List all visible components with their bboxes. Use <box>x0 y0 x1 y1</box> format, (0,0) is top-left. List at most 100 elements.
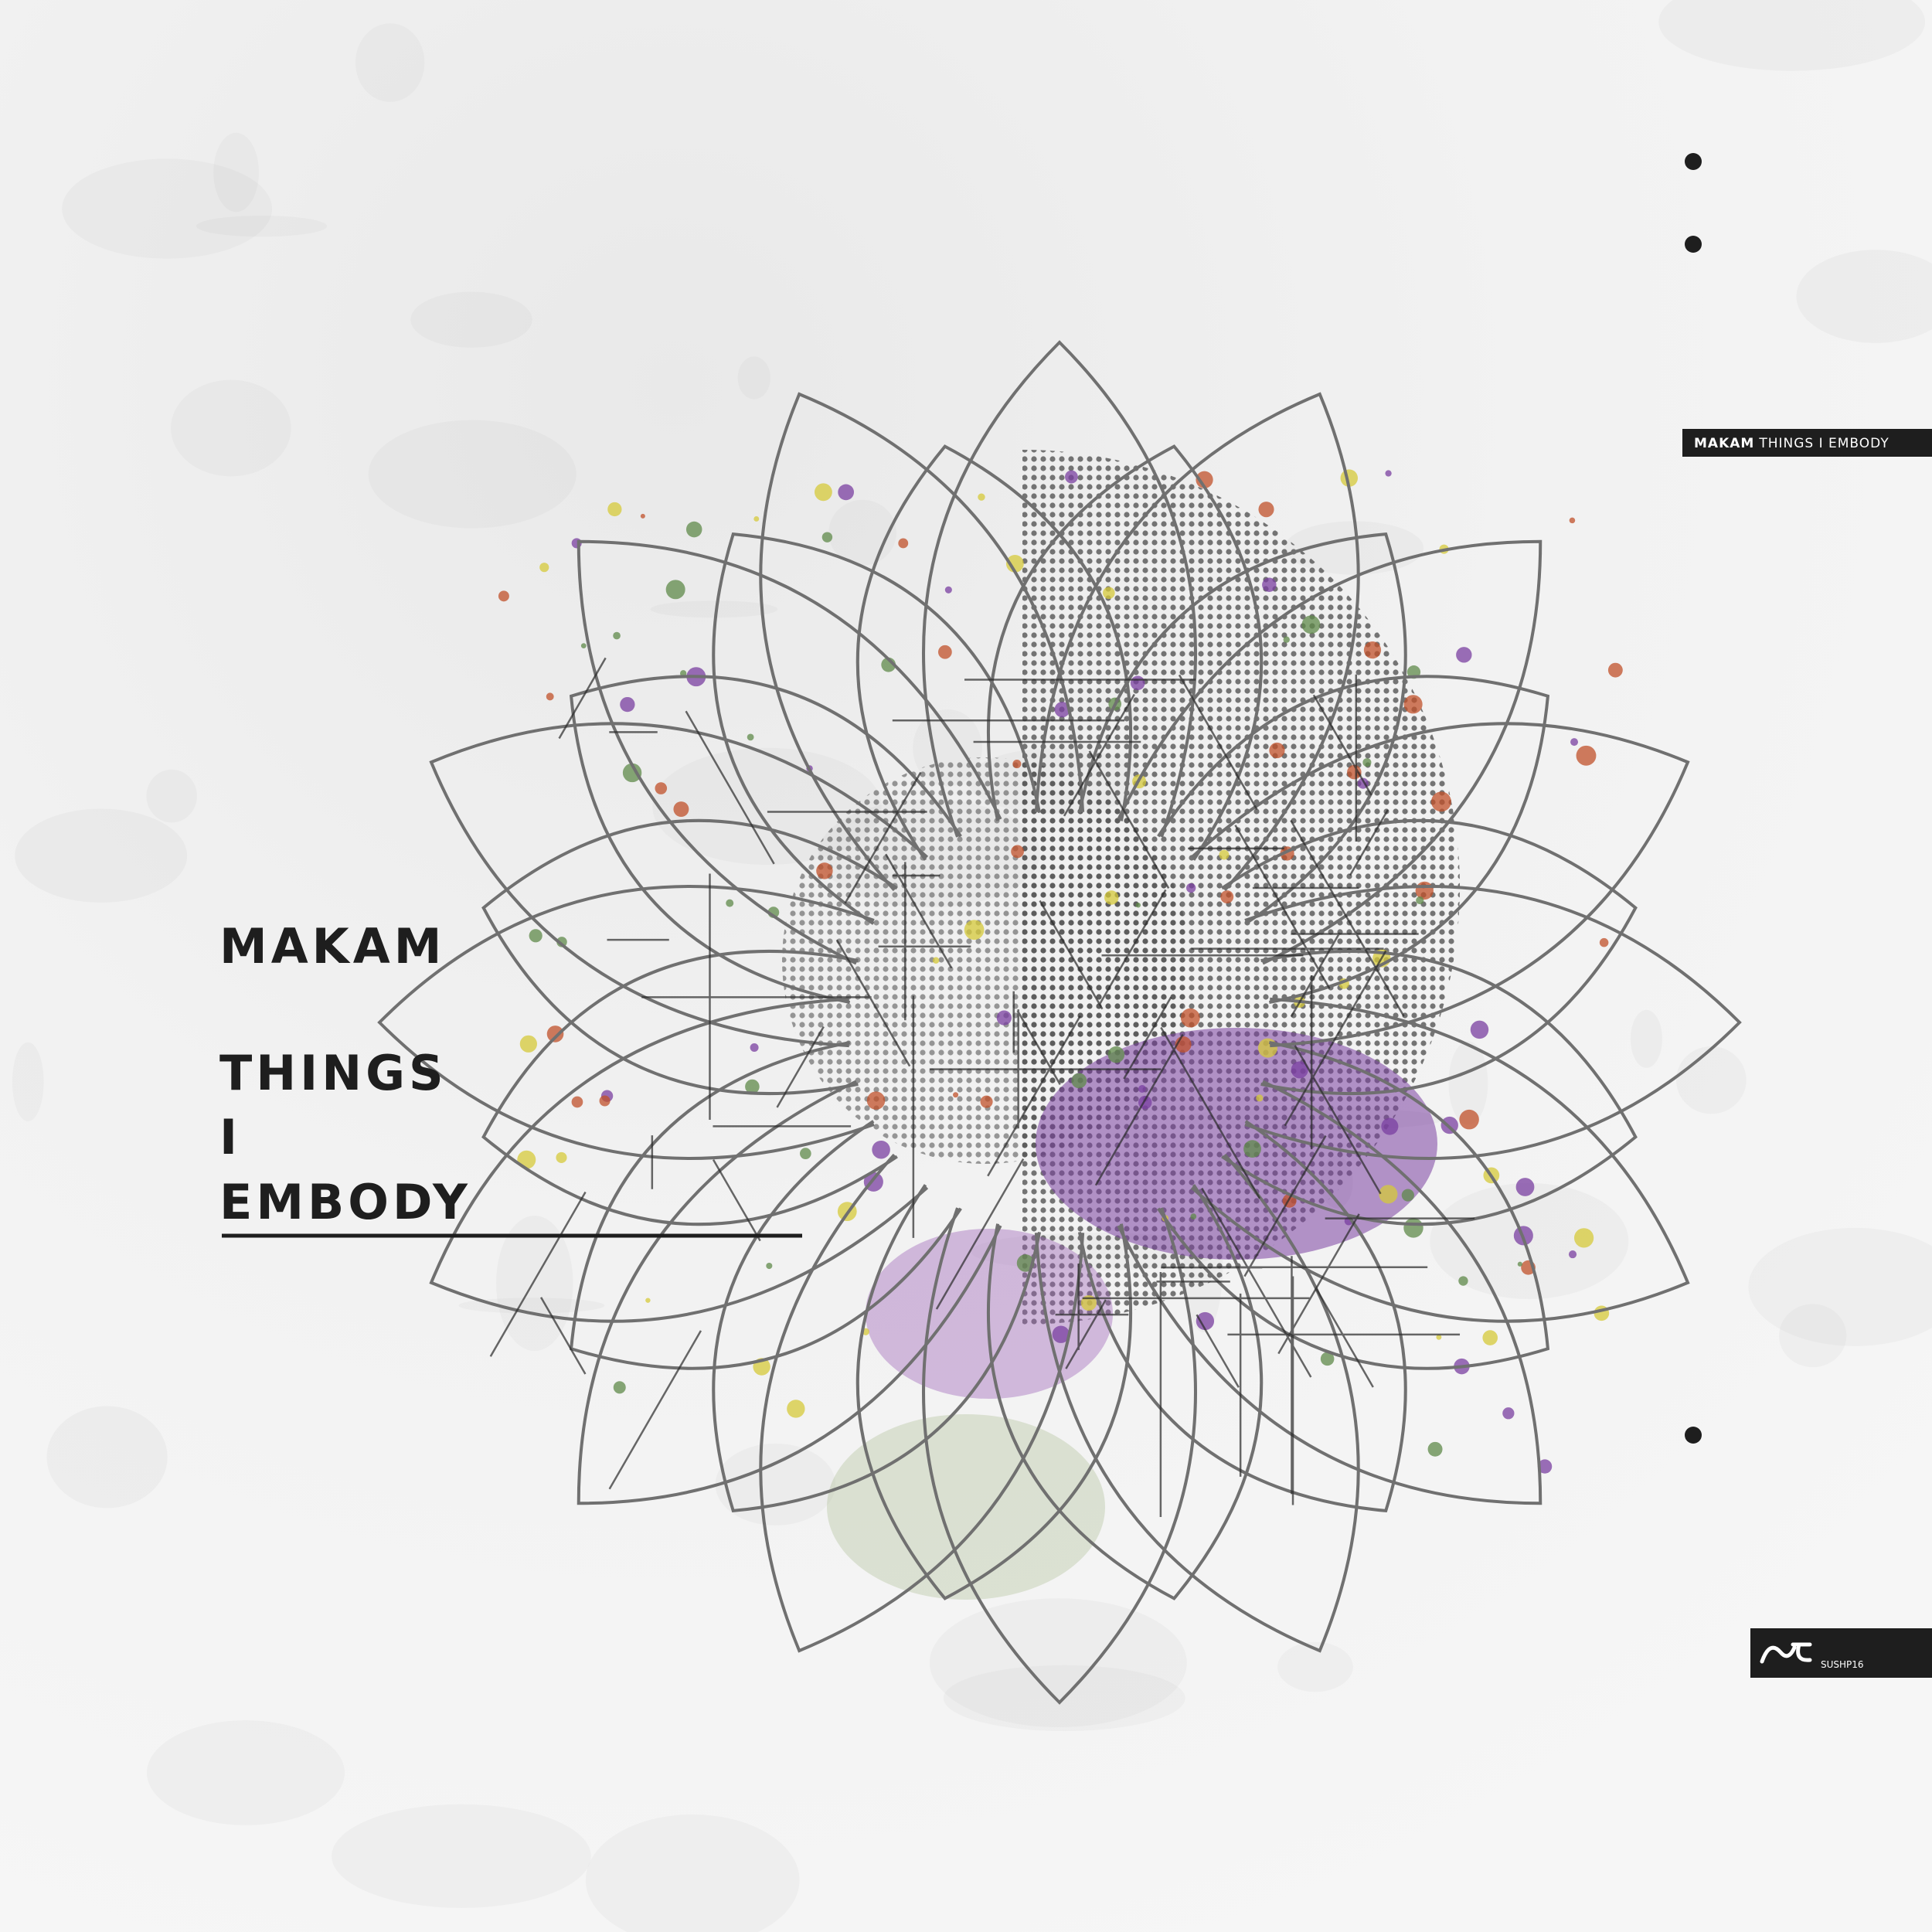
lattice-line <box>1234 825 1331 989</box>
stain <box>652 747 882 866</box>
paint-drop <box>1052 1325 1070 1343</box>
paint-drop <box>546 692 554 701</box>
title-line: I <box>219 1109 241 1165</box>
stain <box>1796 250 1932 343</box>
stain <box>585 1814 800 1932</box>
stain <box>355 23 425 102</box>
paint-drop <box>1403 1218 1423 1238</box>
paint-drop <box>1470 1020 1489 1039</box>
paint-drop <box>1185 883 1196 893</box>
lattice-line <box>835 939 911 1067</box>
paint-drop <box>1403 695 1423 714</box>
paint-drop <box>787 1400 805 1418</box>
paint-drop <box>1071 1073 1087 1089</box>
stain <box>650 600 778 618</box>
lattice-line <box>558 657 607 740</box>
lattice-line <box>1294 1045 1382 1195</box>
stain <box>171 379 291 477</box>
paint-drop <box>1130 675 1145 691</box>
petal <box>577 1080 1002 1505</box>
stain <box>1630 1009 1662 1068</box>
paint-drop <box>1283 636 1290 643</box>
dot <box>1685 1427 1702 1444</box>
stain <box>715 1444 836 1526</box>
lattice-line <box>685 710 775 865</box>
paint-drop <box>519 1035 537 1053</box>
paint-drop <box>800 1148 811 1159</box>
petal <box>987 1184 1264 1600</box>
paint-drop <box>1012 760 1022 769</box>
stain <box>1448 1041 1488 1125</box>
paint-drop <box>1054 702 1070 718</box>
paint-drop <box>1573 1228 1594 1248</box>
petal <box>1244 885 1742 1160</box>
lattice-line <box>1065 1299 1107 1369</box>
paint-drop <box>932 957 940 964</box>
dot <box>1685 153 1702 170</box>
paint-drop <box>1243 1140 1261 1158</box>
paint-drop <box>539 563 549 573</box>
paint-drop <box>665 580 685 600</box>
petal <box>1034 1153 1360 1653</box>
petal <box>922 1207 1197 1705</box>
paint-drop <box>747 733 754 741</box>
lattice-line <box>1016 1010 1061 1085</box>
paint-drop <box>1379 1185 1398 1204</box>
paint-drop <box>1363 641 1382 659</box>
paint-drop <box>1416 896 1424 905</box>
paint-splash <box>498 469 1623 1600</box>
paint-drop <box>1320 1352 1335 1366</box>
paint-drop <box>953 1092 959 1098</box>
petal <box>1190 722 1690 1048</box>
lattice-line <box>1039 900 1104 1010</box>
petal <box>759 392 1085 892</box>
paint-drop <box>655 782 668 794</box>
stain <box>146 769 197 823</box>
stain <box>458 1298 605 1314</box>
petal <box>712 1120 1042 1513</box>
lattice-line <box>1243 1135 1327 1277</box>
paint-drop <box>750 1043 759 1052</box>
lattice-line <box>1088 750 1170 889</box>
lattice-line <box>1160 1026 1261 1199</box>
paint-drop <box>599 1095 611 1107</box>
stain <box>929 1598 1187 1728</box>
stain <box>147 1720 345 1825</box>
stain <box>1779 1304 1847 1368</box>
petal <box>1117 539 1543 965</box>
lattice-line <box>1315 1287 1374 1388</box>
paint-drop <box>815 483 832 502</box>
stain <box>368 420 577 529</box>
paint-drop <box>673 801 689 818</box>
paint-drop <box>571 1096 583 1108</box>
paint-drop <box>753 516 760 522</box>
petal <box>1157 675 1550 1005</box>
dot <box>1685 236 1702 253</box>
lattice-line <box>489 1191 587 1357</box>
stain <box>737 356 770 400</box>
paint-drop <box>838 484 855 501</box>
lattice-line <box>1094 1033 1184 1186</box>
petal <box>1221 818 1638 1095</box>
paint-drop <box>996 1010 1012 1026</box>
paint-drop <box>1458 1276 1468 1286</box>
stain <box>1277 1641 1353 1692</box>
paint-drop <box>529 929 543 943</box>
paint-drop <box>640 513 645 519</box>
petal <box>759 1153 1085 1653</box>
paint-drop <box>1436 1334 1442 1340</box>
lattice-line <box>1312 694 1372 796</box>
paint-drop <box>1482 1330 1498 1345</box>
lattice-line <box>1290 932 1341 1018</box>
paint-drop <box>1190 1213 1197 1220</box>
halftone-disc <box>782 757 1189 1164</box>
petal <box>377 885 875 1160</box>
paint-drop <box>498 590 509 602</box>
stain <box>62 158 273 259</box>
paint-drop <box>1362 758 1372 767</box>
paint-drop <box>937 645 952 659</box>
lattice-line <box>1277 1213 1360 1355</box>
